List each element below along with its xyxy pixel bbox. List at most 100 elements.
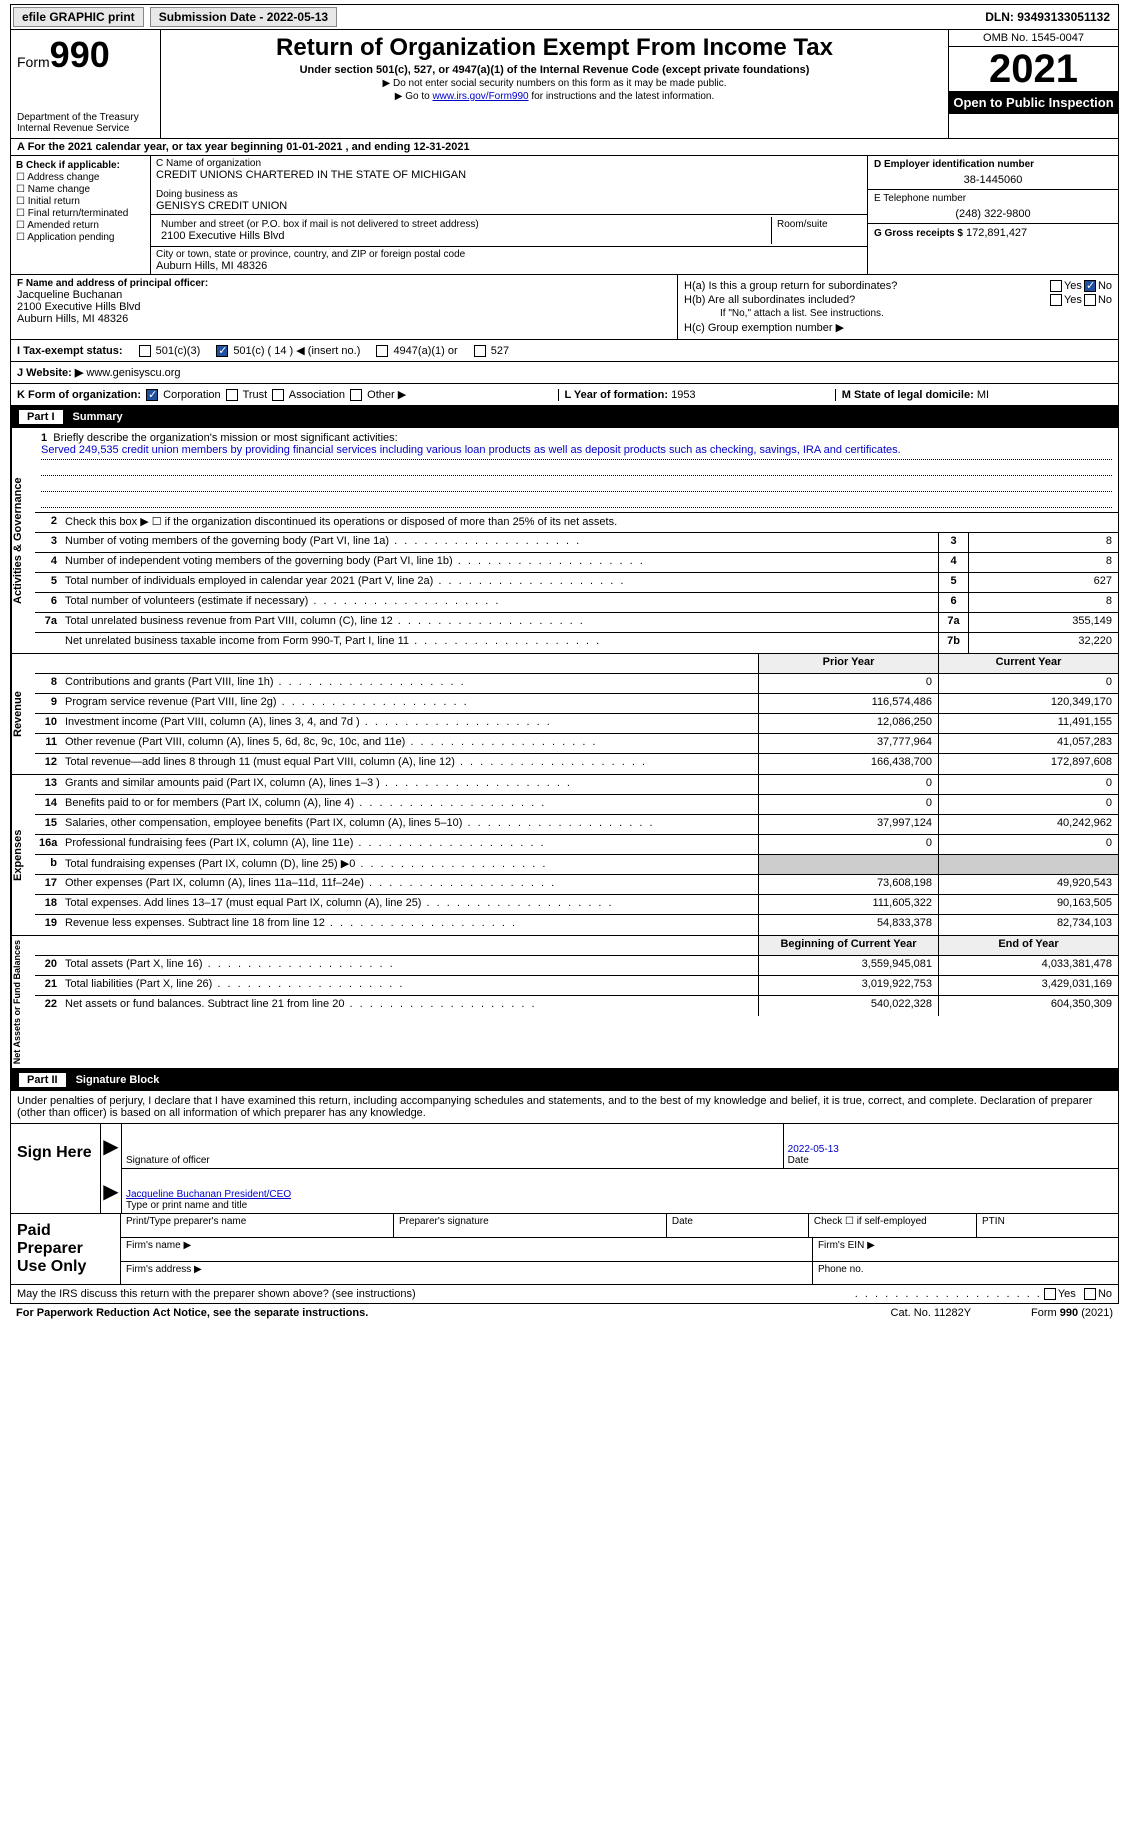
website-value: www.genisyscu.org <box>86 367 180 379</box>
footer-bottom: For Paperwork Reduction Act Notice, see … <box>10 1304 1119 1322</box>
sig-date-field[interactable]: 2022-05-13 Date <box>783 1124 1118 1169</box>
city-label: City or town, state or province, country… <box>156 249 862 260</box>
open-to-public: Open to Public Inspection <box>949 91 1118 114</box>
expenses-section: Expenses 13Grants and similar amounts pa… <box>10 775 1119 936</box>
discuss-no: No <box>1098 1288 1112 1300</box>
line-22: 22Net assets or fund balances. Subtract … <box>35 996 1118 1016</box>
cb-address-change[interactable]: ☐ Address change <box>16 172 145 183</box>
discuss-yes-cb[interactable] <box>1044 1288 1056 1300</box>
row-a-calendar-year: A For the 2021 calendar year, or tax yea… <box>10 139 1119 156</box>
domicile: MI <box>977 389 989 401</box>
part1-num: Part I <box>19 410 63 424</box>
ppu-title: Paid Preparer Use Only <box>11 1214 121 1284</box>
part1-header: Part I Summary <box>10 406 1119 428</box>
part1-title: Summary <box>73 411 123 423</box>
grid-bcde: B Check if applicable: ☐ Address change … <box>10 156 1119 275</box>
sig-officer-label: Signature of officer <box>126 1155 779 1166</box>
line-5: 5Total number of individuals employed in… <box>35 573 1118 593</box>
gross-label: G Gross receipts $ <box>874 228 963 239</box>
mission-text: Served 249,535 credit union members by p… <box>41 444 1112 460</box>
header-right: OMB No. 1545-0047 2021 Open to Public In… <box>948 30 1118 138</box>
cb-527[interactable] <box>474 345 486 357</box>
hb-no: No <box>1098 294 1112 306</box>
officer-signature-field[interactable]: Signature of officer <box>121 1124 783 1169</box>
hb-no-cb[interactable] <box>1084 294 1096 306</box>
cb-trust[interactable] <box>226 389 238 401</box>
tax-year: 2021 <box>949 47 1118 91</box>
cb-corp[interactable] <box>146 389 158 401</box>
line-19: 19Revenue less expenses. Subtract line 1… <box>35 915 1118 935</box>
line-12: 12Total revenue—add lines 8 through 11 (… <box>35 754 1118 774</box>
form-label: Form <box>17 54 50 70</box>
line-7b: Net unrelated business taxable income fr… <box>35 633 1118 653</box>
mission-label: Briefly describe the organization's miss… <box>53 432 397 444</box>
line-4: 4Number of independent voting members of… <box>35 553 1118 573</box>
row-fh: F Name and address of principal officer:… <box>10 275 1119 340</box>
line-b: bTotal fundraising expenses (Part IX, co… <box>35 855 1118 875</box>
netassets-section: Net Assets or Fund Balances Beginning of… <box>10 936 1119 1069</box>
irs-link[interactable]: www.irs.gov/Form990 <box>432 91 528 102</box>
addr-label: Number and street (or P.O. box if mail i… <box>161 219 766 230</box>
col-h: H(a) Is this a group return for subordin… <box>678 275 1118 339</box>
form-ref: Form 990 (2021) <box>1031 1307 1113 1319</box>
cb-4947[interactable] <box>376 345 388 357</box>
officer-name-field[interactable]: Jacqueline Buchanan President/CEO Type o… <box>121 1169 1118 1214</box>
netassets-vlabel: Net Assets or Fund Balances <box>11 936 35 1068</box>
line2-text: Check this box ▶ ☐ if the organization d… <box>61 513 1118 532</box>
website-label: J Website: ▶ <box>17 366 83 379</box>
year-formation: 1953 <box>671 389 695 401</box>
form-org-label: K Form of organization: <box>17 389 141 401</box>
cb-501c3[interactable] <box>139 345 151 357</box>
ein-label: D Employer identification number <box>874 159 1112 170</box>
ha-yes-cb[interactable] <box>1050 280 1062 292</box>
row-j-website: J Website: ▶ www.genisyscu.org <box>10 362 1119 384</box>
cb-assoc[interactable] <box>272 389 284 401</box>
cb-other[interactable] <box>350 389 362 401</box>
ptin-label: PTIN <box>977 1214 1118 1237</box>
paid-preparer-block: Paid Preparer Use Only Print/Type prepar… <box>10 1214 1119 1285</box>
cb-name-change[interactable]: ☐ Name change <box>16 184 145 195</box>
activities-vlabel: Activities & Governance <box>11 428 35 653</box>
discuss-no-cb[interactable] <box>1084 1288 1096 1300</box>
current-year-hdr: Current Year <box>938 654 1118 673</box>
sign-here-label: Sign Here <box>11 1124 101 1213</box>
cb-initial-return[interactable]: ☐ Initial return <box>16 196 145 207</box>
goto-suffix: for instructions and the latest informat… <box>529 91 715 102</box>
col-c-name-block: C Name of organization CREDIT UNIONS CHA… <box>151 156 868 274</box>
row-i-tax-status: I Tax-exempt status: 501(c)(3) 501(c) ( … <box>10 340 1119 362</box>
cb-501c[interactable] <box>216 345 228 357</box>
line-3: 3Number of voting members of the governi… <box>35 533 1118 553</box>
ha-no-cb[interactable] <box>1084 280 1096 292</box>
cb-app-pending[interactable]: ☐ Application pending <box>16 232 145 243</box>
line-16a: 16aProfessional fundraising fees (Part I… <box>35 835 1118 855</box>
ha-no: No <box>1098 280 1112 292</box>
firm-addr-label: Firm's address ▶ <box>121 1262 813 1285</box>
sig-date-val: 2022-05-13 <box>788 1144 1114 1155</box>
header-row: Form990 Department of the Treasury Inter… <box>10 30 1119 139</box>
self-employed-cb[interactable]: Check ☐ if self-employed <box>809 1214 977 1237</box>
line-6: 6Total number of volunteers (estimate if… <box>35 593 1118 613</box>
cb-amended[interactable]: ☐ Amended return <box>16 220 145 231</box>
line-18: 18Total expenses. Add lines 13–17 (must … <box>35 895 1118 915</box>
discuss-text: May the IRS discuss this return with the… <box>17 1288 855 1300</box>
firm-name-label: Firm's name ▶ <box>121 1238 813 1261</box>
goto-prefix: ▶ Go to <box>395 91 433 102</box>
dba-label: Doing business as <box>156 189 862 200</box>
ha-yes: Yes <box>1064 280 1082 292</box>
revenue-col-hdr: Prior Year Current Year <box>35 654 1118 674</box>
efile-print-button[interactable]: efile GRAPHIC print <box>13 7 144 27</box>
gross-receipts: 172,891,427 <box>966 227 1027 239</box>
form-title: Return of Organization Exempt From Incom… <box>169 34 940 62</box>
hc-label: H(c) Group exemption number ▶ <box>684 321 844 334</box>
pra-notice: For Paperwork Reduction Act Notice, see … <box>16 1307 891 1319</box>
expenses-vlabel: Expenses <box>11 775 35 935</box>
line-15: 15Salaries, other compensation, employee… <box>35 815 1118 835</box>
hb-yes-cb[interactable] <box>1050 294 1062 306</box>
top-bar: efile GRAPHIC print Submission Date - 20… <box>10 4 1119 30</box>
dba-name: GENISYS CREDIT UNION <box>156 200 862 212</box>
signature-intro: Under penalties of perjury, I declare th… <box>10 1091 1119 1124</box>
goto-note: ▶ Go to www.irs.gov/Form990 for instruct… <box>169 91 940 102</box>
preparer-name-label: Print/Type preparer's name <box>121 1214 394 1237</box>
cb-final-return[interactable]: ☐ Final return/terminated <box>16 208 145 219</box>
cat-no: Cat. No. 11282Y <box>891 1307 972 1319</box>
